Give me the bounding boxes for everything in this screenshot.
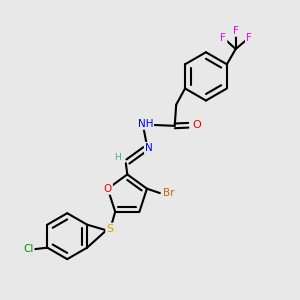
Text: F: F (246, 33, 252, 43)
Text: O: O (192, 120, 201, 130)
Text: H: H (114, 153, 121, 162)
Text: N: N (145, 143, 153, 153)
Text: Br: Br (163, 188, 175, 198)
Text: F: F (233, 26, 239, 36)
Text: O: O (103, 184, 112, 194)
Text: Cl: Cl (23, 244, 33, 254)
Text: S: S (106, 224, 113, 234)
Text: NH: NH (137, 119, 153, 129)
Text: F: F (220, 33, 226, 43)
